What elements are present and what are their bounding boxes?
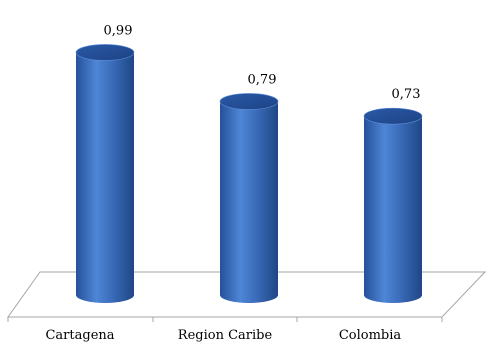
bar-top (75, 44, 135, 61)
data-labels: 0,99 0,79 0,73 (104, 23, 421, 102)
bar-colombia (364, 116, 422, 304)
category-label: Cartagena (45, 328, 114, 343)
bar-cartagena (76, 52, 134, 304)
bar-series (75, 44, 423, 304)
data-label: 0,99 (104, 23, 133, 38)
category-label: Region Caribe (178, 328, 273, 343)
category-label: Colombia (339, 328, 402, 343)
bar-top (363, 107, 423, 125)
x-axis-labels: Cartagena Region Caribe Colombia (45, 328, 401, 343)
data-label: 0,79 (248, 72, 277, 87)
bar-region-caribe (220, 101, 278, 303)
data-label: 0,73 (392, 87, 421, 102)
x-axis-ticks (7, 317, 443, 322)
bar-top (219, 93, 279, 110)
